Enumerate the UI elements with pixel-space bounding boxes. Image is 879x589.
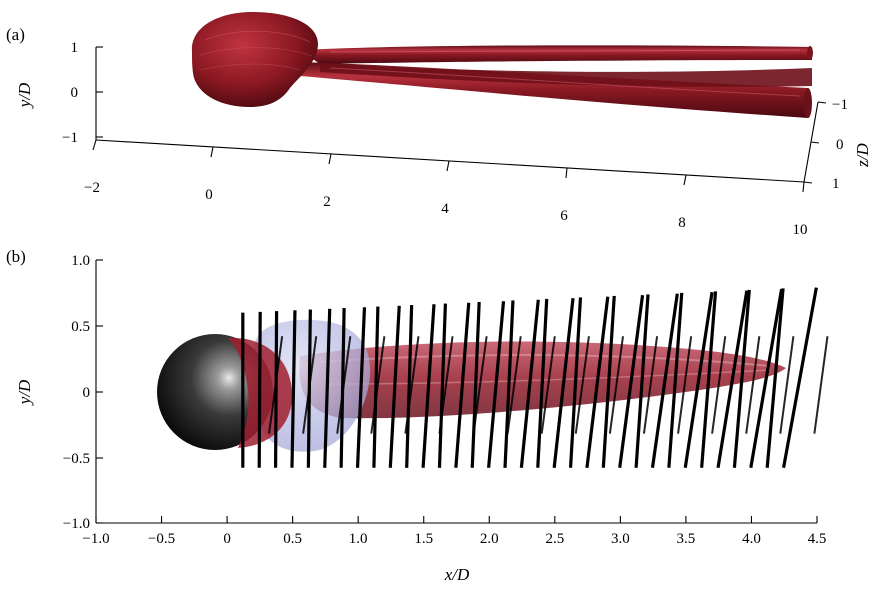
panel-a-z-tick: 1 [832, 176, 840, 192]
panel-a-x-tick: 4 [441, 201, 449, 217]
panel-b-rod [257, 311, 262, 468]
panel-a-y-label: y/D [15, 82, 34, 109]
panel-a: (a) 1 0 −1 y/D [6, 12, 872, 238]
panel-b-y-tick: 0 [83, 385, 91, 401]
panel-b-secondary-rod [779, 336, 795, 434]
panel-b-secondary-rod [745, 336, 761, 434]
panel-b-rod [503, 300, 515, 468]
panel-b-secondary-rod [711, 336, 727, 434]
panel-b-x-tick: −1.0 [82, 531, 109, 547]
panel-b-rod [716, 290, 749, 469]
panel-b-x-tick: 4.0 [742, 531, 761, 547]
panel-b-rod [732, 289, 751, 468]
panel-b-y-tick: −0.5 [63, 451, 90, 467]
panel-a-z-axis: −1 0 1 z/D [803, 97, 872, 192]
panel-b-secondary-rod [540, 336, 556, 434]
panel-a-x-tick: 6 [560, 208, 568, 224]
panel-a-y-tick: 0 [71, 85, 79, 101]
panel-b-y-label: y/D [15, 379, 34, 406]
panel-a-z-tick: −1 [832, 97, 848, 113]
panel-b-secondary-rod [642, 336, 659, 434]
panel-b-x-tick: 1.5 [414, 531, 433, 547]
panel-b-rod [667, 292, 684, 468]
panel-b-label: (b) [6, 247, 26, 266]
panel-b-x-tick: −0.5 [148, 531, 175, 547]
panel-b-rod [618, 294, 645, 468]
panel-b-rod [306, 309, 312, 468]
panel-b-secondary-rod [506, 336, 522, 434]
panel-b-rod [339, 308, 346, 468]
panel-b-rod [650, 293, 679, 468]
panel-a-y-axis: 1 0 −1 y/D [15, 40, 103, 146]
panel-b-y-tick: −1.0 [63, 516, 90, 532]
panel-a-x-tick: 0 [205, 187, 213, 203]
panel-b-secondary-rod [370, 336, 386, 434]
panel-b-rod [700, 291, 718, 468]
panel-b-rod [683, 291, 714, 469]
panel-a-x-tick: 2 [323, 194, 331, 210]
panel-b-x-axis: −1.0 −0.5 0 0.5 1.0 1.5 2.0 2.5 3.0 3.5 4.0 4.5 x/D [82, 516, 826, 584]
panel-b-rod [749, 288, 784, 469]
panel-b-x-tick: 0 [223, 531, 231, 547]
panel-b-x-tick: 3.0 [611, 531, 630, 547]
panel-b-rod [634, 294, 650, 468]
panel-b-rod [536, 298, 549, 468]
panel-b-x-tick: 2.0 [480, 531, 499, 547]
panel-a-x-tick: 10 [793, 222, 808, 238]
panel-b-secondary-rod [608, 336, 624, 434]
panel-a-y-tick: 1 [71, 40, 79, 56]
panel-b-secondary-rod [574, 336, 590, 434]
panel-b-rod [388, 305, 401, 468]
panel-b-rod [355, 307, 367, 468]
panel-b-rod [405, 304, 414, 468]
panel-b-x-tick: 4.5 [808, 531, 827, 547]
panel-a-label: (a) [6, 25, 25, 44]
panel-b-rod [437, 303, 448, 468]
panel-b-rod [552, 298, 575, 468]
panel-b-rod [470, 301, 481, 468]
panel-a-vortex-tubes [300, 45, 813, 118]
panel-b-x-tick: 2.5 [545, 531, 564, 547]
panel-b-rod [519, 299, 540, 468]
panel-b-rod [487, 301, 506, 468]
panel-b-rods-primary [241, 287, 818, 469]
panel-b-rod [454, 302, 471, 468]
panel-a-y-tick: −1 [62, 130, 78, 146]
panel-a-z-label: z/D [853, 142, 872, 167]
panel-b-secondary-rod [677, 336, 693, 434]
panel-b-secondary-rod [813, 336, 829, 434]
panel-b-rod [601, 295, 616, 468]
panel-a-x-axis: −2 0 2 4 6 8 10 [84, 139, 808, 238]
panel-b-x-tick: 0.5 [283, 531, 302, 547]
panel-b-y-tick: 1.0 [71, 253, 90, 269]
panel-a-x-tick: −2 [84, 180, 100, 196]
panel-b-rod [290, 310, 297, 468]
panel-b-rod [323, 308, 332, 468]
panel-b-y-tick: 0.5 [71, 319, 90, 335]
panel-b-x-tick: 3.5 [677, 531, 696, 547]
panel-b-x-label: x/D [444, 565, 470, 584]
panel-b-plot [157, 287, 829, 469]
panel-b-rod [765, 288, 785, 468]
panel-b-rod [421, 304, 436, 468]
panel-b-x-tick: 1.0 [349, 531, 368, 547]
panel-a-x-tick: 8 [678, 215, 686, 231]
panel-b-rod [273, 311, 279, 468]
panel-b: (b) 1.0 0.5 0 − [6, 247, 829, 584]
panel-b-rod [585, 296, 610, 468]
panel-b-rod [372, 306, 380, 468]
panel-b-y-axis: 1.0 0.5 0 −0.5 −1.0 y/D [15, 253, 103, 532]
panel-b-rod [568, 297, 583, 468]
panel-a-z-tick: 0 [836, 137, 844, 153]
panel-a-head-isosurface [191, 12, 318, 107]
panel-b-rod [781, 287, 818, 469]
